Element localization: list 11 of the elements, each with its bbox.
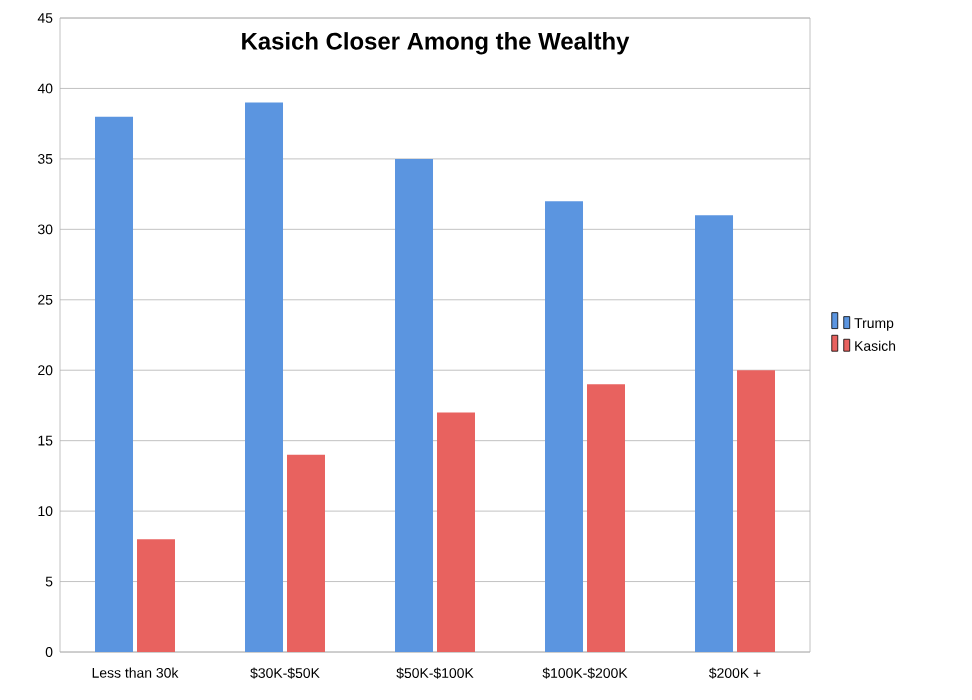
bar <box>545 201 584 652</box>
bar <box>245 102 284 652</box>
bar <box>695 215 734 652</box>
bar <box>737 370 775 652</box>
bar <box>586 384 625 652</box>
bar <box>395 158 434 652</box>
text: Kasich Closer Among the Wealthy <box>242 32 630 55</box>
bar <box>136 539 175 652</box>
bar <box>286 454 325 652</box>
bar <box>95 116 134 652</box>
bar <box>436 412 475 652</box>
